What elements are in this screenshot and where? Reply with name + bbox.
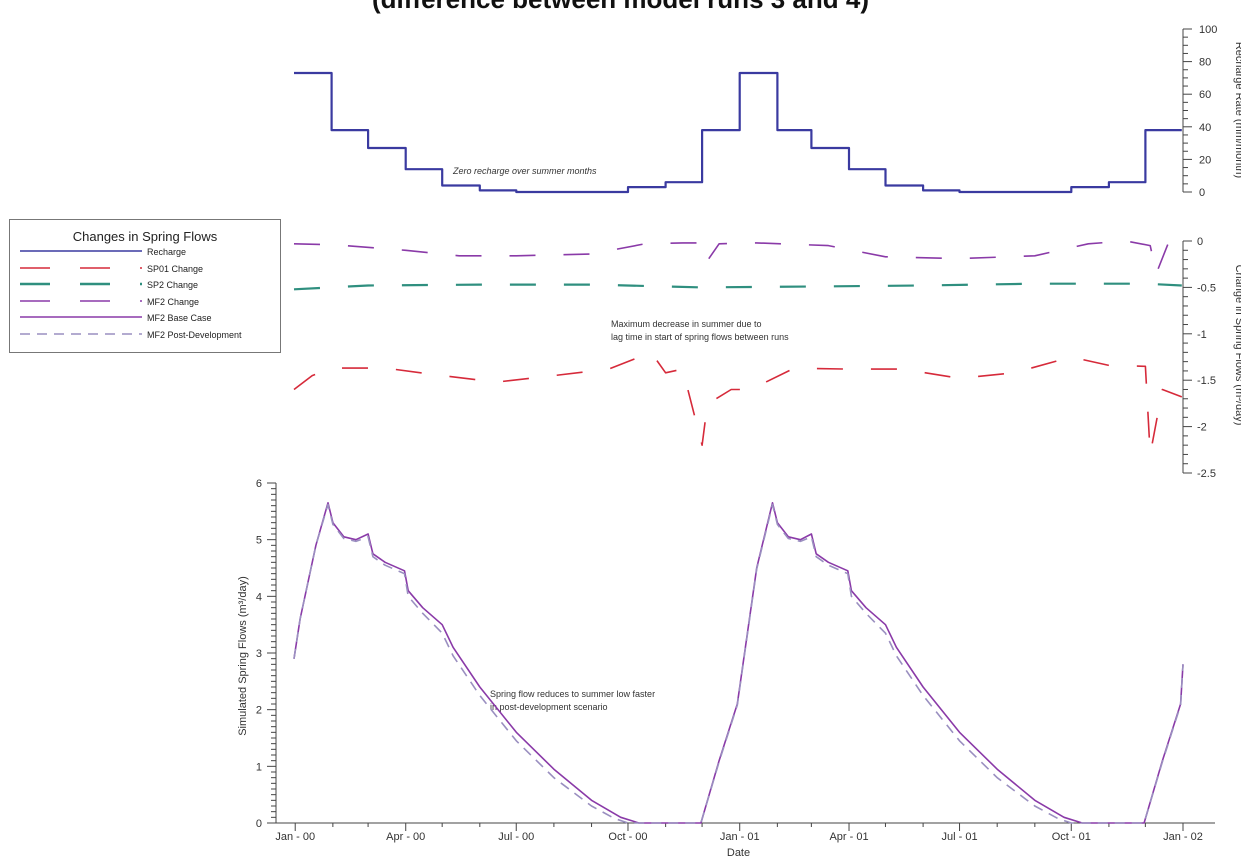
flows-x-axis-label: Date xyxy=(727,847,750,858)
chart-title: (difference between model runs 3 and 4) xyxy=(0,0,1241,15)
flows-x-tick-label: Jul - 01 xyxy=(941,831,977,843)
legend-swatch xyxy=(20,250,142,252)
changes-series-mf2-change xyxy=(293,240,1182,275)
flows-series-mf2-post-development xyxy=(293,503,1184,824)
flows-tick-label: 3 xyxy=(256,648,262,660)
flows-tick-label: 1 xyxy=(256,761,262,773)
recharge-tick-label: 0 xyxy=(1199,187,1205,199)
flows-x-tick-label: Jan - 00 xyxy=(275,831,315,843)
changes-annotation-line-1: Maximum decrease in summer due to xyxy=(611,319,762,329)
chart-legend: Changes in Spring Flows Recharge SP01 Cha… xyxy=(9,219,281,353)
flows-tick-label: 0 xyxy=(256,818,262,830)
flows-x-tick-label: Apr - 01 xyxy=(829,831,868,843)
recharge-tick-label: 60 xyxy=(1199,89,1211,101)
legend-item: MF2 Change xyxy=(10,294,280,311)
changes-tick-label: -2.5 xyxy=(1197,468,1216,480)
flows-x-tick-label: Jul - 00 xyxy=(498,831,534,843)
flows-tick-label: 2 xyxy=(256,705,262,717)
legend-label: Recharge xyxy=(147,247,187,257)
legend-label: SP01 Change xyxy=(147,263,204,274)
legend-item: MF2 Post-Development xyxy=(10,327,280,344)
legend-item: SP2 Change xyxy=(10,277,280,294)
flows-tick-label: 5 xyxy=(256,535,262,547)
legend-label: MF2 Base Case xyxy=(147,313,212,323)
flows-x-tick-label: Oct - 01 xyxy=(1052,831,1091,843)
flows-x-tick-label: Oct - 00 xyxy=(608,831,647,843)
legend-item: MF2 Base Case xyxy=(10,310,280,327)
changes-tick-label: 0 xyxy=(1197,236,1203,248)
flows-series-mf2-base-case xyxy=(293,502,1184,824)
recharge-series-recharge xyxy=(294,71,1182,194)
legend-swatch xyxy=(20,266,142,269)
flows-annotation-line-1: Spring flow reduces to summer low faster xyxy=(490,689,655,699)
flows-tick-label: 6 xyxy=(256,478,262,490)
legend-label: MF2 Change xyxy=(147,296,200,307)
legend-swatch xyxy=(20,282,142,286)
legend-swatch xyxy=(20,332,142,335)
recharge-tick-label: 20 xyxy=(1199,154,1211,166)
changes-series-sp01-change xyxy=(293,351,1183,456)
changes-tick-label: -1 xyxy=(1197,329,1207,341)
recharge-annotation: Zero recharge over summer months xyxy=(452,166,597,176)
flows-tick-label: 4 xyxy=(256,591,262,603)
recharge-tick-label: 40 xyxy=(1199,122,1211,134)
changes-tick-label: -0.5 xyxy=(1197,282,1216,294)
recharge-tick-label: 100 xyxy=(1199,24,1217,36)
legend-title: Changes in Spring Flows xyxy=(72,229,218,244)
legend-swatch xyxy=(20,299,142,302)
changes-series-sp2-change xyxy=(293,282,1182,291)
flows-x-tick-label: Jan - 02 xyxy=(1163,831,1203,843)
legend-item: Recharge xyxy=(10,244,280,261)
flows-y-axis-label: Simulated Spring Flows (m³/day) xyxy=(237,576,249,736)
changes-y-axis-label: Change in Spring Flows (m³/day) xyxy=(1233,265,1241,426)
recharge-tick-label: 80 xyxy=(1199,57,1211,69)
legend-label: MF2 Post-Development xyxy=(147,329,242,340)
legend-label: SP2 Change xyxy=(147,280,199,290)
recharge-y-axis-label: Recharge Rate (mm/month) xyxy=(1233,42,1241,178)
legend-swatch xyxy=(20,316,142,318)
changes-tick-label: -2 xyxy=(1197,422,1207,434)
changes-tick-label: -1.5 xyxy=(1197,375,1216,387)
flows-x-tick-label: Jan - 01 xyxy=(720,831,760,843)
flows-x-tick-label: Apr - 00 xyxy=(386,831,425,843)
changes-annotation-line-2: lag time in start of spring flows betwee… xyxy=(611,332,789,342)
flows-annotation-line-2: in post-development scenario xyxy=(490,702,608,712)
legend-item: SP01 Change xyxy=(10,261,280,278)
